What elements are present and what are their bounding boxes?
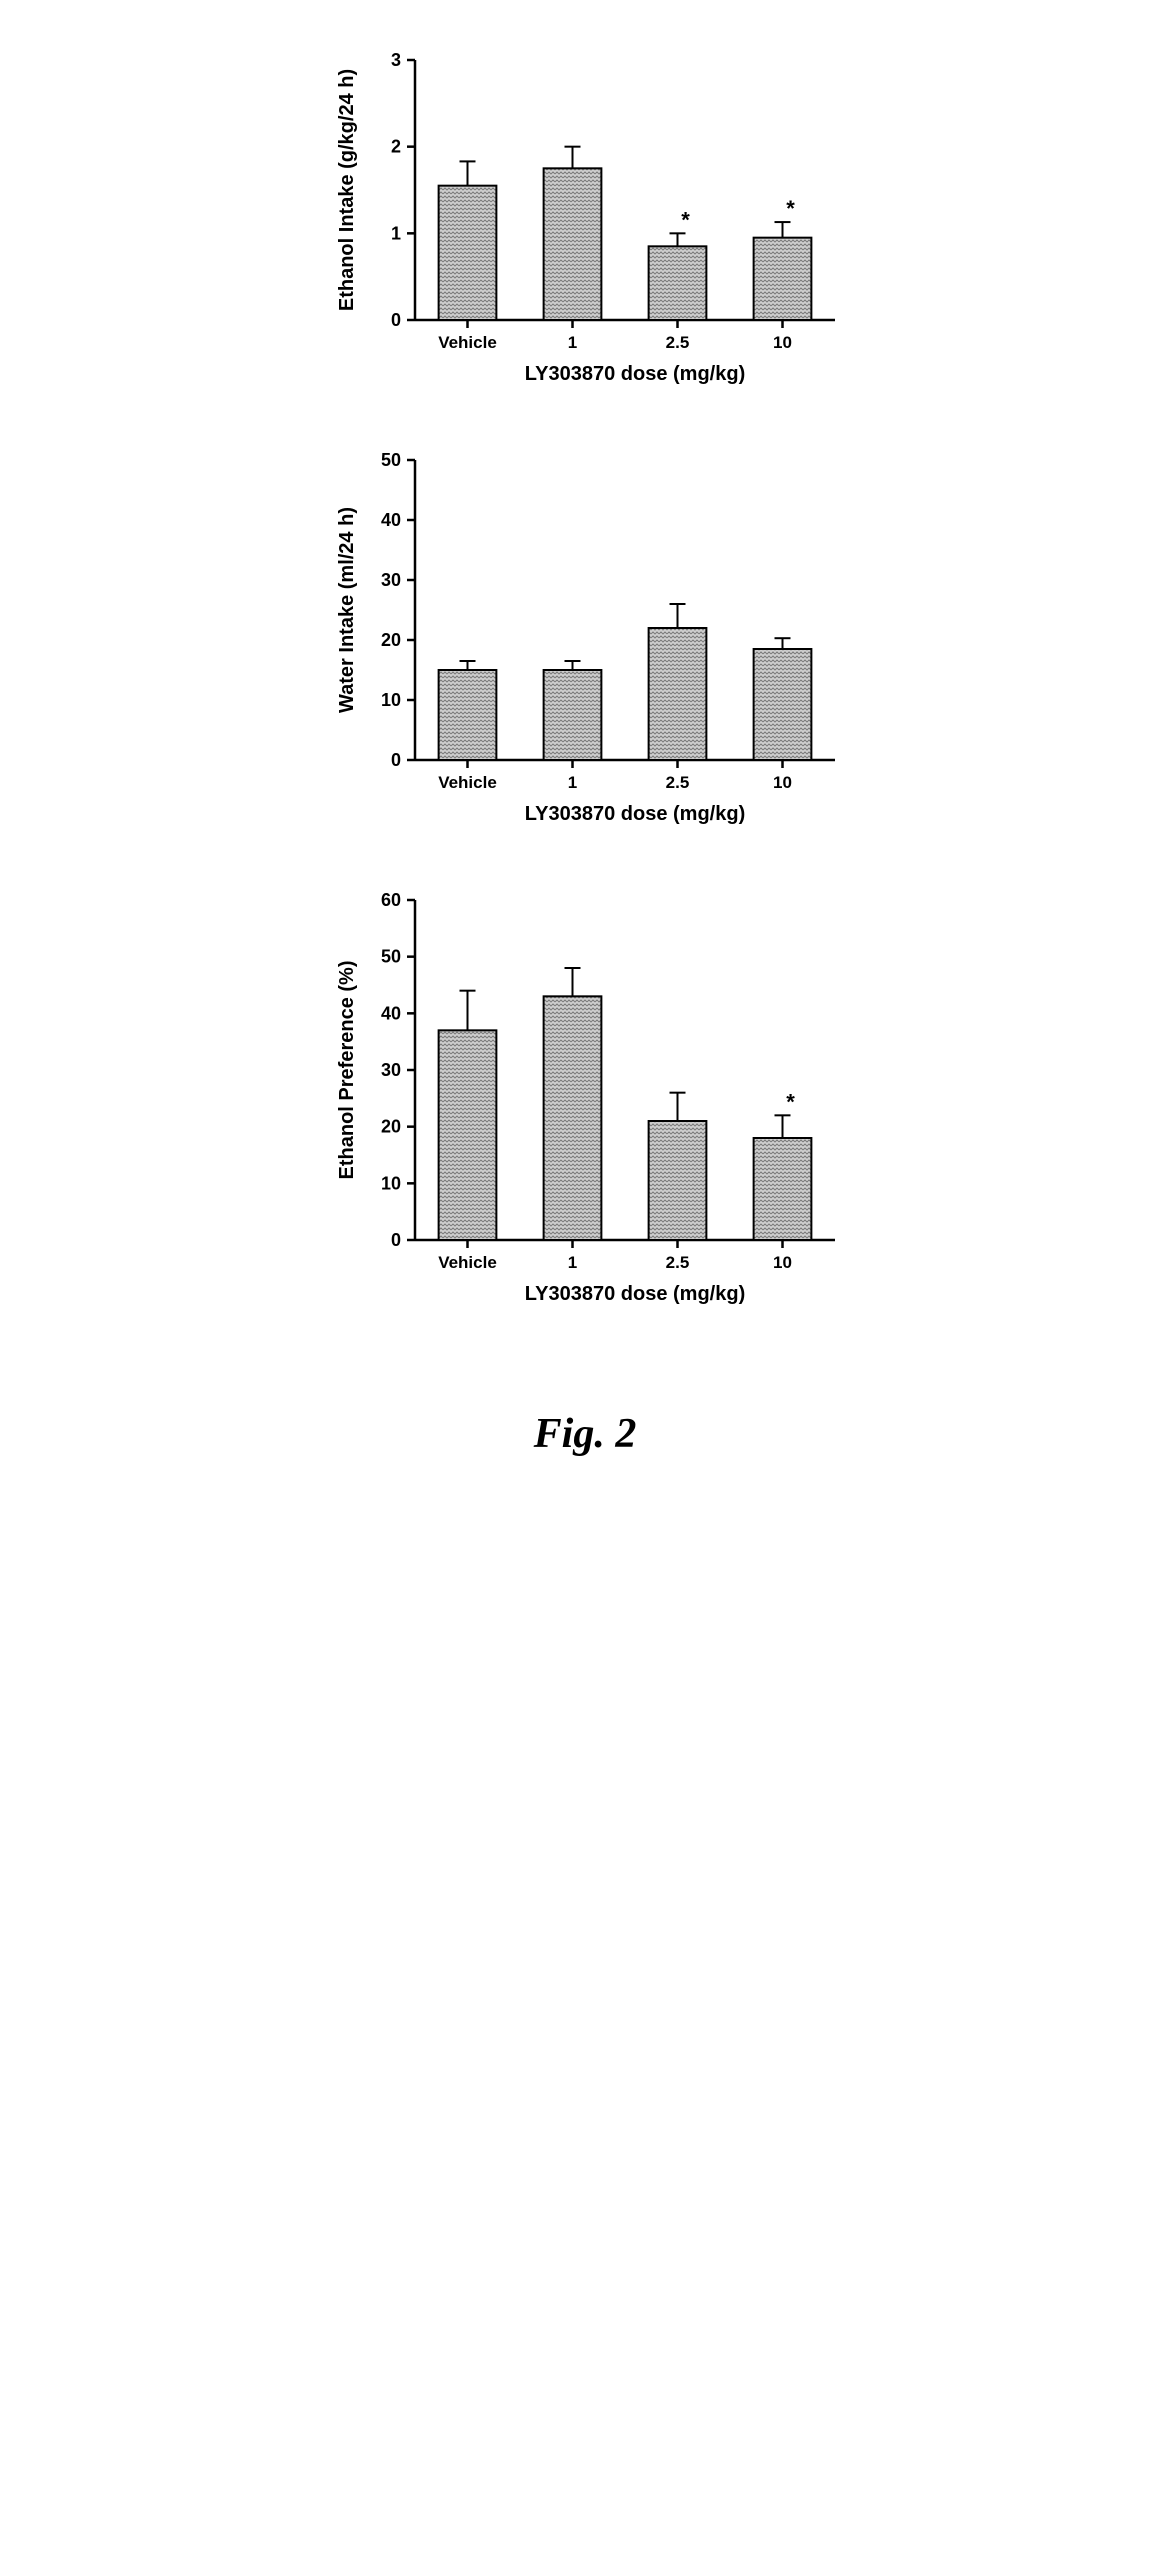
bar (544, 670, 602, 760)
svg-text:0: 0 (391, 1230, 401, 1250)
figure-container: 0 1 2 3 Ethanol Intake (g/kg/24 h) Vehicle 1 * 2… (315, 40, 855, 1458)
x-tick-label: Vehicle (438, 1253, 497, 1272)
svg-text:50: 50 (381, 947, 401, 967)
significance-star: * (786, 196, 795, 221)
x-tick-label: 10 (773, 1253, 792, 1272)
bar (649, 246, 707, 320)
svg-text:10: 10 (381, 1173, 401, 1193)
svg-text:60: 60 (381, 890, 401, 910)
chart-ethanol-preference: 0 10 20 30 40 50 60 Ethanol Preference (%) Vehic… (315, 880, 855, 1330)
x-tick-label: 2.5 (666, 333, 690, 352)
chart-water-intake: 0 10 20 30 40 50 Water Intake (ml/24 h) Vehicle… (315, 440, 855, 850)
x-tick-label: 2.5 (666, 773, 690, 792)
svg-text:Ethanol Intake (g/kg/24 h): Ethanol Intake (g/kg/24 h) (336, 69, 358, 311)
svg-text:40: 40 (381, 510, 401, 530)
bar (439, 1030, 497, 1240)
x-tick-label: Vehicle (438, 333, 497, 352)
svg-text:10: 10 (381, 690, 401, 710)
svg-text:0: 0 (391, 750, 401, 770)
bar (649, 628, 707, 760)
bar (439, 186, 497, 320)
significance-star: * (786, 1089, 795, 1114)
svg-text:3: 3 (391, 50, 401, 70)
bar (754, 1138, 812, 1240)
svg-text:Ethanol Preference (%): Ethanol Preference (%) (336, 961, 358, 1180)
svg-text:40: 40 (381, 1003, 401, 1023)
bar (754, 649, 812, 760)
svg-text:0: 0 (391, 310, 401, 330)
svg-text:30: 30 (381, 570, 401, 590)
x-tick-label: 1 (568, 1253, 577, 1272)
svg-text:20: 20 (381, 1117, 401, 1137)
chart-ethanol-intake: 0 1 2 3 Ethanol Intake (g/kg/24 h) Vehicle 1 * 2… (315, 40, 855, 410)
x-tick-label: 1 (568, 773, 577, 792)
svg-text:2: 2 (391, 137, 401, 157)
x-tick-label: 10 (773, 773, 792, 792)
x-tick-label: 1 (568, 333, 577, 352)
x-tick-label: 10 (773, 333, 792, 352)
x-tick-label: Vehicle (438, 773, 497, 792)
bar (439, 670, 497, 760)
figure-label: Fig. 2 (534, 1410, 637, 1458)
bar (544, 996, 602, 1240)
svg-text:50: 50 (381, 450, 401, 470)
svg-text:Water Intake (ml/24 h): Water Intake (ml/24 h) (336, 507, 358, 713)
x-axis-label: LY303870 dose (mg/kg) (525, 363, 745, 385)
x-tick-label: 2.5 (666, 1253, 690, 1272)
svg-text:30: 30 (381, 1060, 401, 1080)
bar (649, 1121, 707, 1240)
bar (754, 238, 812, 320)
svg-text:20: 20 (381, 630, 401, 650)
bar (544, 168, 602, 320)
x-axis-label: LY303870 dose (mg/kg) (525, 803, 745, 825)
x-axis-label: LY303870 dose (mg/kg) (525, 1283, 745, 1305)
significance-star: * (681, 207, 690, 232)
svg-text:1: 1 (391, 223, 401, 243)
